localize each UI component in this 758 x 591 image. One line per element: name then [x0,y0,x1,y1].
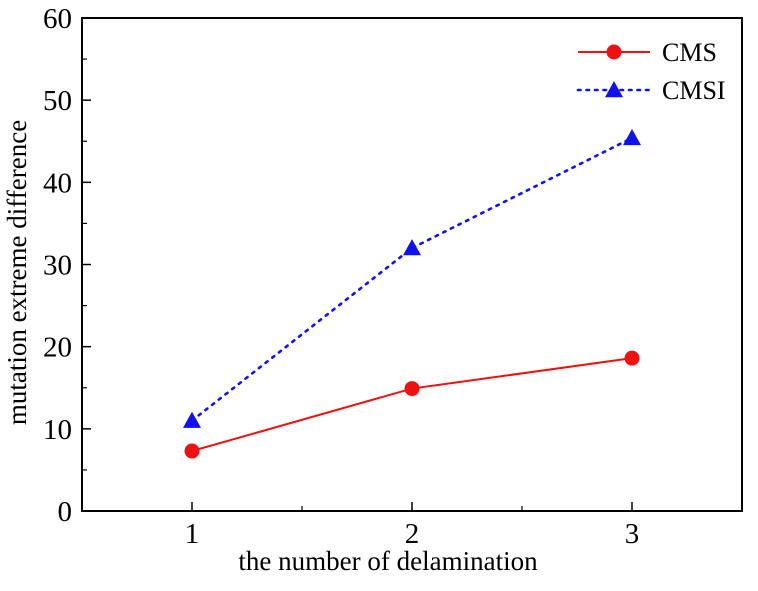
legend: CMS CMSI [576,38,726,105]
series-line-cmsi [190,136,634,422]
x-tick-label: 1 [185,518,200,550]
series-line-cms [191,357,633,452]
y-tick-label: 20 [43,332,72,364]
plot-frame [81,17,743,512]
y-tick-label: 60 [43,3,72,35]
y-tick-labels: 0 10 20 30 40 50 60 [43,3,72,528]
y-tick-label: 10 [43,414,72,446]
series-layer [183,128,641,459]
legend-marker [605,81,623,98]
series-cms [184,350,640,459]
legend-item-cmsi: CMSI [576,76,726,105]
y-tick-label: 40 [43,167,72,199]
x-tick-labels: 1 2 3 [185,518,640,550]
series-cmsi [183,128,641,428]
x-tick-label: 2 [405,518,420,550]
major-ticks [82,17,633,512]
y-tick-label: 0 [58,496,73,528]
y-tick-label: 30 [43,250,72,282]
legend-label: CMS [662,38,717,67]
data-point-cms [184,443,200,459]
minor-ticks [82,58,523,511]
x-axis-label: the number of delamination [238,546,538,576]
data-point-cms [624,350,640,366]
y-tick-label: 50 [43,85,72,117]
y-axis-label: mutation extreme difference [2,120,32,425]
x-tick-label: 3 [625,518,640,550]
data-point-cms [404,381,420,397]
data-point-cmsi [623,128,641,146]
legend-label: CMSI [662,76,726,105]
legend-item-cms: CMS [578,38,717,67]
legend-marker [606,44,622,60]
data-point-cmsi [183,411,201,428]
data-point-cmsi [403,239,421,256]
